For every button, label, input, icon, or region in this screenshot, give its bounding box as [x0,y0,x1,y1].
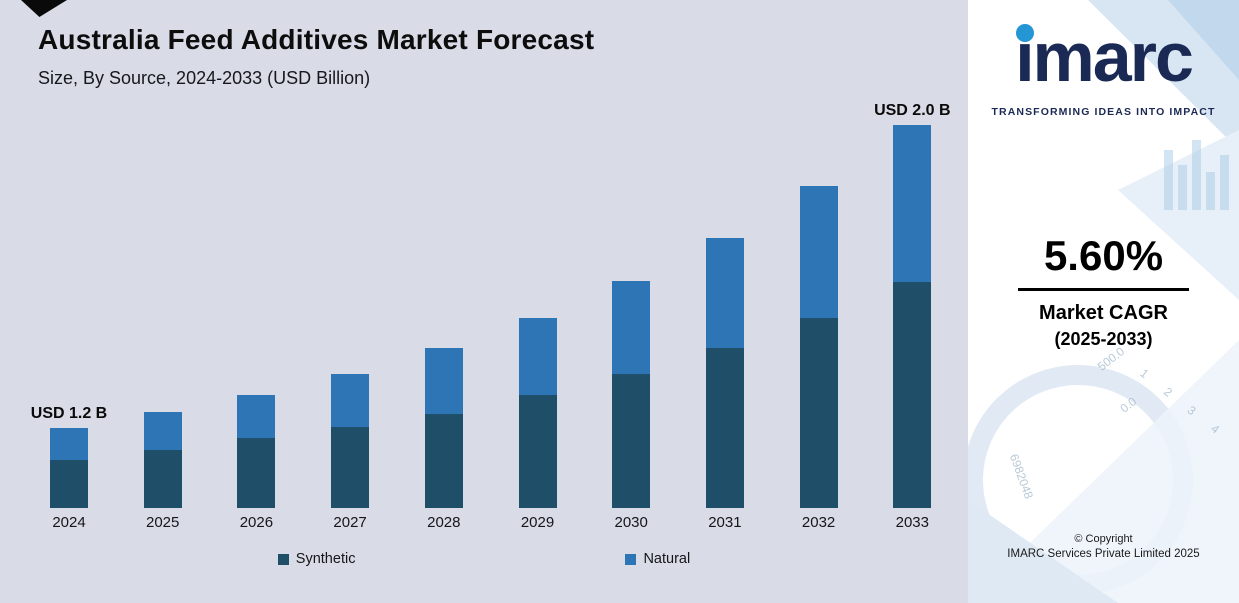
bar-segment-natural-2033 [893,125,932,282]
x-axis-label-2024: 2024 [52,514,86,531]
bar-2024 [50,428,88,508]
legend-swatch-synthetic [277,553,289,565]
bar-segment-synthetic-2025 [143,450,182,508]
bar-segment-natural-2029 [518,318,557,395]
copyright-line1: © Copyright [1074,533,1133,545]
x-axis-label-2032: 2032 [801,514,836,531]
legend-label-synthetic: Synthetic [295,551,356,567]
bar-segment-natural-2032 [799,186,838,318]
bar-segment-natural-2027 [331,374,370,427]
x-axis-label-2029: 2029 [520,514,555,531]
bar-segment-synthetic-2033 [893,282,932,508]
bar-2026 [237,395,276,508]
cagr-value: 5.60% [1043,232,1164,279]
x-axis-label-2031: 2031 [708,514,742,531]
bar-2025 [143,412,182,508]
bar-segment-natural-2024 [50,428,88,460]
bar-segment-synthetic-2032 [799,318,838,508]
imarc-logo: ımarc [968,22,1239,92]
data-label-2033: USD 2.0 B [874,102,951,119]
bar-segment-synthetic-2030 [612,374,651,508]
bar-segment-synthetic-2027 [331,427,370,508]
bar-2031 [705,238,744,508]
bar-segment-natural-2026 [237,395,276,438]
panel-background-decoration [968,0,1239,603]
bar-segment-natural-2025 [143,412,182,450]
imarc-logo-text: ımarc [1015,18,1194,96]
imarc-tagline: TRANSFORMING IDEAS INTO IMPACT [991,106,1216,118]
bar-segment-synthetic-2024 [50,460,88,508]
x-axis-label-2033: 2033 [895,514,929,531]
bar-2029 [518,318,557,508]
x-axis-label-2028: 2028 [427,514,461,531]
cagr-underline [1018,288,1189,291]
bar-segment-synthetic-2029 [518,395,557,508]
imarc-logo-dot-icon [1016,24,1035,42]
data-label-2024: USD 1.2 B [30,405,108,422]
chart-legend: Synthetic Natural [0,551,968,567]
copyright-block: © Copyright IMARC Services Private Limit… [968,533,1239,560]
bar-segment-natural-2030 [612,281,651,374]
bar-segment-synthetic-2026 [237,438,276,508]
x-axis-label-2027: 2027 [333,514,367,531]
cagr-label: Market CAGR [1039,302,1168,324]
chart-section: Australia Feed Additives Market Forecast… [0,24,968,567]
bar-2033 [893,125,932,508]
x-axis-label-2025: 2025 [146,514,180,531]
imarc-logo-wrap: ımarc [1015,22,1194,92]
legend-item-synthetic: Synthetic [277,551,356,567]
bar-2032 [799,186,838,508]
chart-title: Australia Feed Additives Market Forecast [38,24,595,55]
bar-2030 [612,281,651,508]
bar-segment-natural-2028 [424,348,463,414]
x-axis-label-2030: 2030 [614,514,648,531]
cagr-period: (2025-2033) [1054,329,1153,349]
bar-2027 [331,374,370,508]
x-axis-label-2026: 2026 [239,514,274,531]
legend-swatch-natural [625,553,637,565]
legend-item-natural: Natural [625,551,690,567]
copyright-line2: IMARC Services Private Limited 2025 [1007,548,1200,560]
bar-segment-synthetic-2031 [705,348,744,508]
bar-2028 [424,348,463,508]
bar-segment-synthetic-2028 [424,414,463,508]
sidebar-panel: ımarc TRANSFORMING IDEAS INTO IMPACT 5.6… [968,0,1239,603]
legend-label-natural: Natural [643,551,691,567]
bar-segment-natural-2031 [705,238,744,348]
chart-subtitle: Size, By Source, 2024-2033 (USD Billion) [38,68,371,88]
